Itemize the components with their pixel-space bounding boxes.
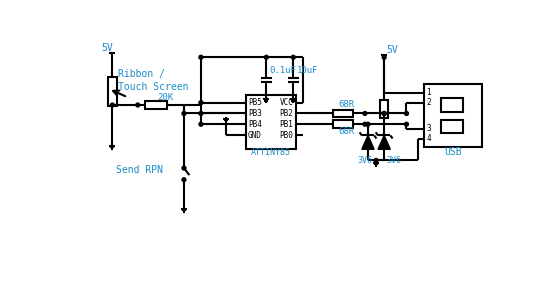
Text: GND: GND	[248, 131, 262, 139]
Text: 3: 3	[427, 124, 431, 133]
Text: Ribbon /
Touch Screen: Ribbon / Touch Screen	[117, 69, 188, 92]
Circle shape	[366, 122, 370, 126]
Text: PB2: PB2	[279, 109, 293, 118]
Text: 1: 1	[427, 88, 431, 97]
Circle shape	[199, 101, 203, 104]
Text: 10uF: 10uF	[296, 66, 318, 75]
Text: PB3: PB3	[248, 109, 262, 118]
Circle shape	[110, 103, 114, 107]
Text: 5V: 5V	[102, 43, 113, 53]
Circle shape	[382, 55, 386, 59]
Text: PB1: PB1	[279, 120, 293, 129]
Bar	[441, 120, 463, 134]
Polygon shape	[378, 135, 390, 149]
Text: 3V6: 3V6	[386, 156, 401, 165]
Circle shape	[292, 55, 295, 59]
Text: VCC: VCC	[279, 98, 293, 107]
Text: 2: 2	[427, 98, 431, 107]
Text: 20K: 20K	[158, 93, 174, 102]
Text: PB5: PB5	[248, 98, 262, 107]
Text: Send RPN: Send RPN	[116, 165, 163, 175]
Bar	[424, 84, 482, 147]
Text: 68R: 68R	[339, 100, 355, 109]
Circle shape	[374, 159, 378, 162]
Bar	[380, 100, 388, 118]
Text: PB0: PB0	[279, 131, 293, 139]
Text: ATTINY85: ATTINY85	[250, 148, 290, 157]
Circle shape	[136, 103, 139, 107]
Text: 4: 4	[427, 134, 431, 143]
Bar	[108, 77, 117, 106]
Bar	[333, 110, 354, 117]
Text: 0.1uF: 0.1uF	[270, 66, 296, 75]
Circle shape	[363, 122, 367, 126]
Circle shape	[405, 122, 408, 126]
Circle shape	[265, 55, 268, 59]
Circle shape	[199, 55, 203, 59]
Text: 5V: 5V	[386, 45, 398, 55]
Circle shape	[199, 122, 203, 126]
Polygon shape	[362, 135, 374, 149]
Bar	[245, 95, 295, 149]
Circle shape	[382, 111, 386, 116]
Text: USB: USB	[444, 147, 462, 157]
Circle shape	[182, 111, 186, 116]
Circle shape	[182, 166, 186, 170]
Text: 3V6: 3V6	[357, 156, 372, 165]
Bar	[145, 101, 167, 109]
Circle shape	[382, 111, 386, 116]
Circle shape	[405, 111, 408, 116]
Circle shape	[182, 178, 186, 182]
Text: 68R: 68R	[339, 127, 355, 136]
Bar	[441, 98, 463, 112]
Text: PB4: PB4	[248, 120, 262, 129]
Circle shape	[363, 111, 367, 116]
Bar	[333, 120, 354, 128]
Circle shape	[199, 111, 203, 116]
